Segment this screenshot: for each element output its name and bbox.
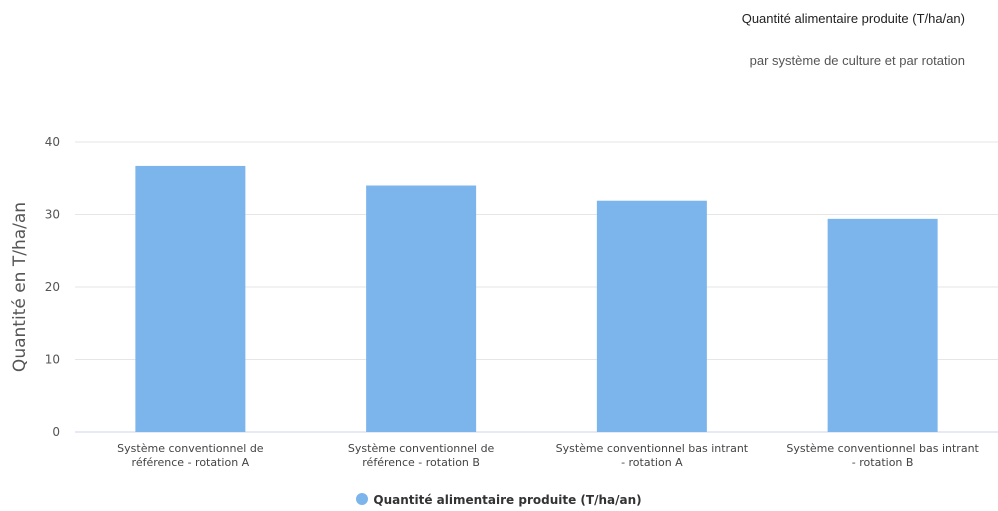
y-tick-label: 20	[45, 280, 60, 294]
legend-label: Quantité alimentaire produite (T/ha/an)	[373, 493, 642, 507]
legend[interactable]: Quantité alimentaire produite (T/ha/an)	[0, 493, 998, 507]
bars	[135, 165, 938, 433]
y-axis-ticks: 0 10 20 30 40	[45, 135, 60, 439]
x-category-label: Système conventionnel bas intrant - rotat…	[556, 442, 749, 469]
y-tick-label: 40	[45, 135, 60, 149]
y-tick-label: 10	[45, 353, 60, 367]
bar[interactable]	[827, 218, 938, 432]
y-axis-label: Quantité en T/ha/an	[10, 202, 30, 372]
chart-subtitle: par système de culture et par rotation	[749, 53, 965, 68]
bar[interactable]	[366, 185, 477, 433]
y-tick-label: 0	[52, 425, 60, 439]
y-tick-label: 30	[45, 208, 60, 222]
x-category-label: Système conventionnel de référence - rota…	[117, 442, 264, 469]
x-axis-labels: Système conventionnel de référence - rota…	[117, 442, 979, 469]
bar[interactable]	[135, 165, 246, 433]
x-category-label: Système conventionnel de référence - rota…	[348, 442, 495, 469]
chart-title: Quantité alimentaire produite (T/ha/an)	[741, 11, 965, 26]
x-category-label: Système conventionnel bas intrant - rotat…	[786, 442, 979, 469]
bar[interactable]	[596, 200, 707, 432]
legend-swatch	[356, 493, 369, 505]
